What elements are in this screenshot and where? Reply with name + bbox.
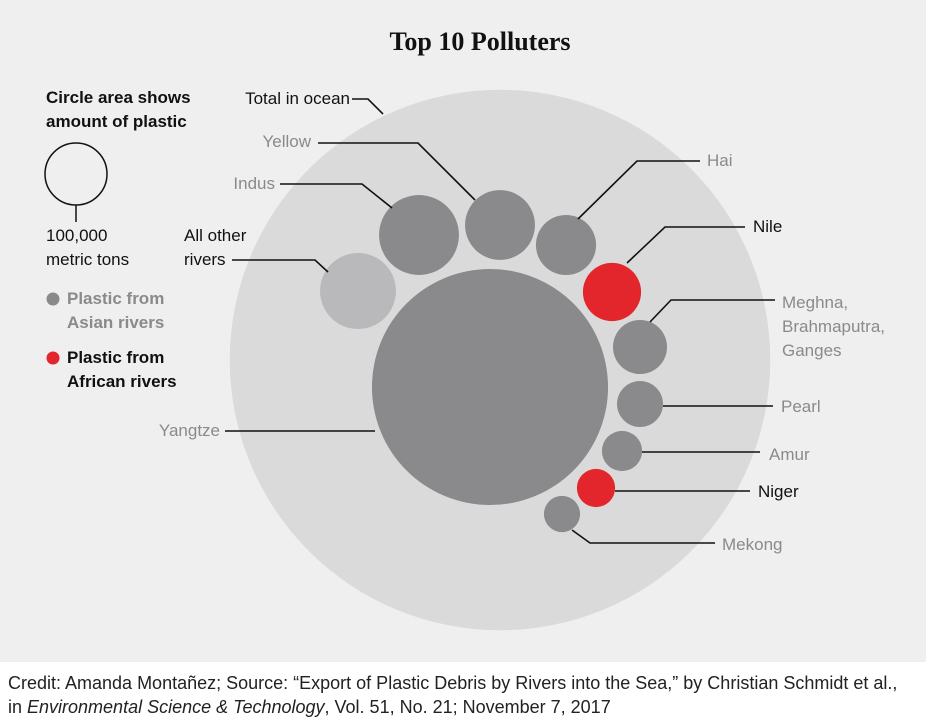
river-bubble: [379, 195, 459, 275]
chart: [44, 89, 775, 631]
river-bubble: [543, 495, 581, 533]
legend-title: Circle area shows amount of plastic: [46, 88, 191, 131]
river-label: Amur: [769, 445, 810, 464]
river-label: Meghna, Brahmaputra, Ganges: [782, 293, 885, 360]
river-label: Pearl: [781, 397, 821, 416]
legend-group: Plastic from African rivers: [67, 348, 177, 391]
credit-journal: Environmental Science & Technology: [27, 697, 325, 717]
leader-line: [626, 226, 745, 264]
river-label: Mekong: [722, 535, 783, 554]
river-bubble: [465, 190, 535, 260]
chart-title: Top 10 Polluters: [389, 27, 571, 56]
credit-text: , Vol. 51, No. 21; November 7, 2017: [324, 697, 611, 717]
credit: Credit: Amanda Montañez; Source: “Export…: [8, 671, 908, 719]
legend-group: Plastic from Asian rivers: [67, 289, 165, 332]
leader-line: [232, 259, 329, 273]
river-label: Indus: [233, 174, 275, 193]
legend-dot: [46, 351, 60, 365]
river-bubble: [582, 262, 642, 322]
leader-line: [649, 299, 775, 323]
leader-line: [280, 183, 393, 209]
river-label: Hai: [707, 151, 733, 170]
credit-text: Credit: Amanda Montañez; Source: “Export…: [8, 673, 898, 717]
river-label: Nile: [753, 217, 783, 236]
leader-line: [571, 529, 715, 544]
river-bubble: [617, 381, 663, 427]
river-bubble: [371, 268, 609, 506]
river-bubble: [535, 214, 597, 276]
river-label: Niger: [758, 482, 799, 501]
leader-line: [352, 98, 384, 115]
river-label: Yellow: [262, 132, 311, 151]
river-label: Yangtze: [158, 421, 220, 440]
leader-line: [318, 142, 476, 201]
river-bubble: [601, 430, 643, 472]
other-label: All other rivers: [184, 226, 247, 269]
leader-line: [577, 160, 700, 220]
other-bubble: [320, 253, 396, 329]
legend-size-circle: [44, 142, 108, 206]
river-bubble: [612, 319, 668, 375]
total-label: Total in ocean: [245, 89, 350, 108]
legend-size-label: 100,000 metric tons: [46, 226, 130, 269]
river-bubble: [576, 468, 616, 508]
legend-dot: [46, 292, 60, 306]
